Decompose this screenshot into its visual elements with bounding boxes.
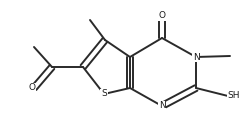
Text: S: S	[101, 89, 107, 98]
Text: N: N	[192, 52, 200, 61]
Text: O: O	[28, 84, 35, 92]
Text: N: N	[159, 101, 166, 110]
Text: O: O	[158, 12, 166, 21]
Text: SH: SH	[228, 92, 240, 101]
